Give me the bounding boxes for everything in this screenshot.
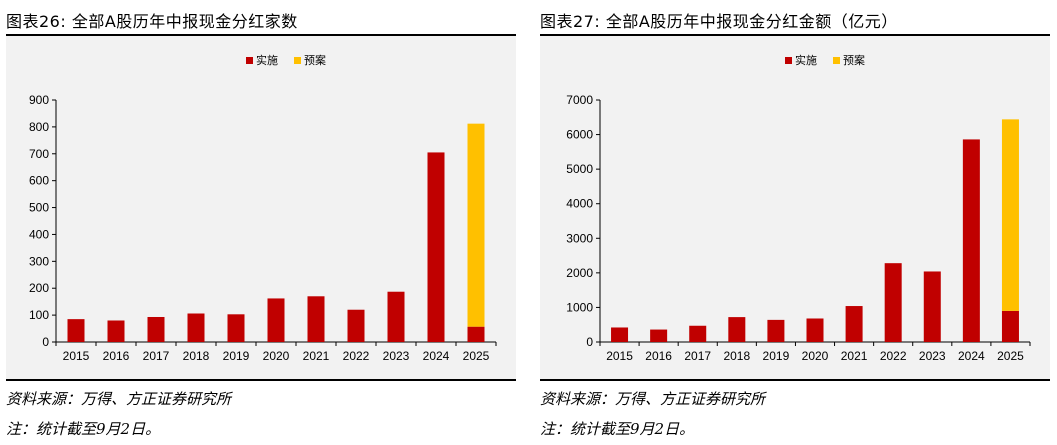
bar-2023-impl bbox=[387, 291, 405, 342]
x-tick-label: 2023 bbox=[919, 349, 946, 363]
y-tick-label: 200 bbox=[29, 281, 49, 295]
x-tick-label: 2020 bbox=[263, 349, 290, 363]
legend-label-0: 实施 bbox=[795, 53, 817, 67]
chart-title: 图表26: 全部A股历年中报现金分红家数 bbox=[6, 12, 298, 31]
legend-label-0: 实施 bbox=[256, 53, 278, 67]
y-tick-label: 800 bbox=[29, 120, 49, 134]
bar-2021-impl bbox=[307, 296, 325, 342]
y-tick-label: 7000 bbox=[566, 93, 593, 107]
y-tick-label: 500 bbox=[29, 201, 49, 215]
x-tick-label: 2015 bbox=[63, 349, 90, 363]
bar-2022-impl bbox=[884, 263, 902, 342]
y-tick-label: 600 bbox=[29, 174, 49, 188]
x-tick-label: 2018 bbox=[183, 349, 210, 363]
chart-panel-dividend-amount: 图表27: 全部A股历年中报现金分红金额（亿元） 实施 预案 0 1000 2000 30… bbox=[540, 0, 1055, 445]
x-tick-label: 2016 bbox=[645, 349, 672, 363]
x-tick-label: 2025 bbox=[997, 349, 1024, 363]
y-tick-label: 5000 bbox=[566, 162, 593, 176]
x-tick-label: 2024 bbox=[423, 349, 450, 363]
x-tick-label: 2024 bbox=[958, 349, 985, 363]
legend-label-1: 预案 bbox=[304, 53, 326, 67]
bar-2024-impl bbox=[962, 139, 980, 342]
source-rule bbox=[540, 379, 1050, 381]
legend-swatch-1 bbox=[833, 57, 840, 64]
legend-label-1: 预案 bbox=[843, 53, 865, 67]
x-tick-label: 2019 bbox=[223, 349, 250, 363]
bar-2020-impl bbox=[267, 298, 285, 342]
y-tick-label: 900 bbox=[29, 93, 49, 107]
note-text: 注：统计截至9月2日。 bbox=[540, 420, 695, 438]
note-text: 注：统计截至9月2日。 bbox=[6, 420, 161, 438]
y-tick-label: 1000 bbox=[566, 300, 593, 314]
y-tick-label: 4000 bbox=[566, 197, 593, 211]
bar-2015-impl bbox=[611, 327, 629, 342]
bar-2019-impl bbox=[227, 314, 245, 342]
title-rule bbox=[6, 34, 516, 36]
x-tick-label: 2016 bbox=[103, 349, 130, 363]
x-tick-label: 2019 bbox=[763, 349, 790, 363]
bar-2019-impl bbox=[767, 319, 785, 342]
bar-chart-dividend-amount: 实施 预案 0 1000 2000 3000 4000 5000 6000 7000 2015 201… bbox=[566, 53, 1031, 363]
x-tick-label: 2018 bbox=[723, 349, 750, 363]
x-tick-label: 2021 bbox=[841, 349, 868, 363]
x-tick-label: 2017 bbox=[684, 349, 711, 363]
bar-2024-impl bbox=[427, 152, 445, 342]
y-tick-label: 3000 bbox=[566, 231, 593, 245]
bar-2016-impl bbox=[107, 320, 125, 342]
source-text: 资料来源：万得、方正证券研究所 bbox=[6, 390, 232, 408]
x-tick-label: 2015 bbox=[606, 349, 633, 363]
bar-2018-impl bbox=[728, 317, 746, 342]
x-tick-label: 2023 bbox=[383, 349, 410, 363]
bar-2017-impl bbox=[147, 316, 165, 342]
x-tick-label: 2017 bbox=[143, 349, 170, 363]
bar-2025-impl bbox=[1001, 310, 1019, 342]
bar-2021-impl bbox=[845, 306, 863, 342]
bar-2023-impl bbox=[923, 271, 941, 342]
y-tick-label: 6000 bbox=[566, 128, 593, 142]
y-tick-label: 2000 bbox=[566, 266, 593, 280]
x-tick-label: 2020 bbox=[802, 349, 829, 363]
y-tick-label: 700 bbox=[29, 147, 49, 161]
x-tick-label: 2022 bbox=[880, 349, 907, 363]
x-tick-label: 2022 bbox=[343, 349, 370, 363]
legend-swatch-0 bbox=[246, 57, 253, 64]
bar-2017-impl bbox=[689, 325, 707, 342]
y-tick-label: 400 bbox=[29, 227, 49, 241]
y-tick-label: 100 bbox=[29, 308, 49, 322]
y-tick-label: 0 bbox=[42, 335, 49, 349]
x-tick-label: 2025 bbox=[463, 349, 490, 363]
legend-swatch-0 bbox=[785, 57, 792, 64]
bar-2025-plan bbox=[1001, 119, 1019, 311]
source-text: 资料来源：万得、方正证券研究所 bbox=[540, 390, 766, 408]
source-rule bbox=[6, 379, 516, 381]
y-tick-label: 0 bbox=[586, 335, 593, 349]
legend-swatch-1 bbox=[294, 57, 301, 64]
chart-title: 图表27: 全部A股历年中报现金分红金额（亿元） bbox=[540, 12, 898, 31]
bar-2015-impl bbox=[67, 319, 85, 342]
x-tick-label: 2021 bbox=[303, 349, 330, 363]
chart-panel-dividend-count: 图表26: 全部A股历年中报现金分红家数 实施 预案 0 100 200 300 400 50… bbox=[6, 0, 521, 445]
y-tick-label: 300 bbox=[29, 254, 49, 268]
bar-2025-impl bbox=[467, 326, 485, 342]
bar-2022-impl bbox=[347, 309, 365, 342]
bar-2025-plan bbox=[467, 123, 485, 327]
bar-chart-dividend-count: 实施 预案 0 100 200 300 400 500 600 700 800 900 2015 2016… bbox=[29, 53, 497, 363]
bar-2018-impl bbox=[187, 313, 205, 342]
bar-2020-impl bbox=[806, 318, 824, 342]
bar-2016-impl bbox=[650, 329, 668, 342]
title-rule bbox=[540, 34, 1050, 36]
